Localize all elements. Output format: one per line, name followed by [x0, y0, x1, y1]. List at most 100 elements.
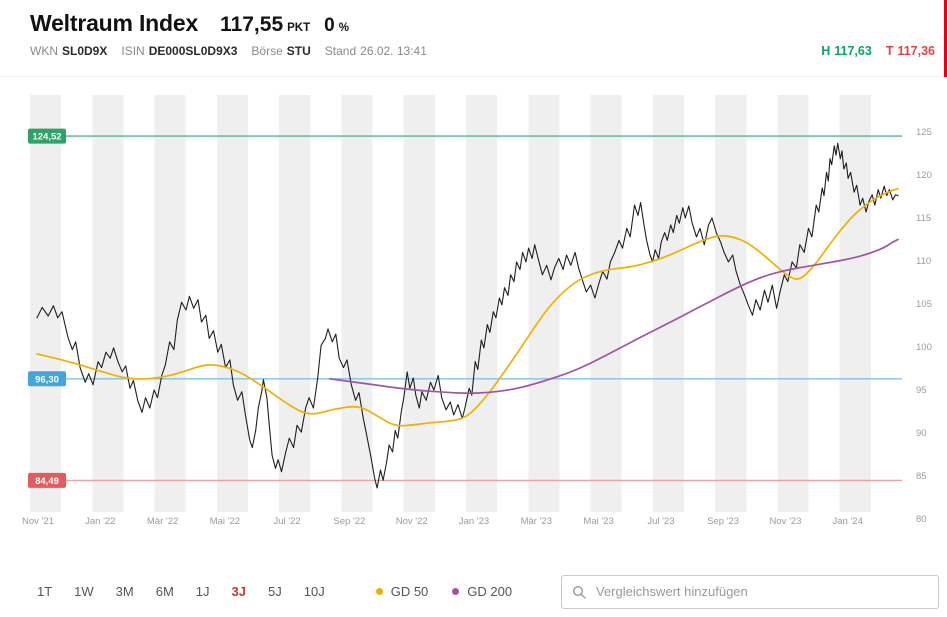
month-stripe	[403, 95, 435, 512]
instrument-meta: WKN SL0D9X ISIN DE000SL0D9X3 Börse STU Stand 26…	[30, 44, 427, 58]
month-stripe	[434, 95, 466, 512]
svg-text:96,30: 96,30	[35, 374, 59, 385]
meta-wkn: WKN SL0D9X	[30, 44, 107, 58]
month-stripe	[684, 95, 716, 512]
day-high-label: H	[821, 44, 831, 58]
meta-label: Börse	[251, 44, 283, 58]
meta-value: 26.02. 13:41	[360, 44, 427, 58]
legend-item-gd-200[interactable]: GD 200	[452, 584, 512, 599]
svg-text:84,49: 84,49	[35, 476, 59, 487]
month-stripe	[621, 95, 653, 512]
header: Weltraum Index 117,55 PKT 0 % WKN SL0D9X I…	[0, 0, 947, 77]
y-axis-label: 120	[916, 170, 932, 181]
meta-row: WKN SL0D9X ISIN DE000SL0D9X3 Börse STU Stand 26…	[30, 44, 935, 58]
y-axis-label: 110	[916, 256, 931, 267]
day-low-value: 117,36	[897, 44, 935, 58]
legend-item-gd-50[interactable]: GD 50	[375, 584, 429, 599]
y-axis-label: 95	[916, 385, 927, 396]
range-button-1w[interactable]: 1W	[63, 576, 105, 607]
reference-badge-84-49: 84,49	[28, 472, 66, 488]
range-buttons: 1T 1W 3M 6M 1J 3J 5J 10J	[26, 576, 336, 607]
x-axis-label: Mär '23	[521, 516, 552, 527]
range-button-10j[interactable]: 10J	[293, 576, 336, 607]
reference-badge-96-30: 96,30	[28, 371, 66, 387]
x-axis-label: Nov '23	[769, 516, 801, 527]
x-axis-label: Jul '22	[274, 516, 301, 527]
day-high-low: H 117,63 T 117,36	[821, 44, 935, 58]
month-stripe	[715, 95, 747, 512]
accent-bar	[944, 0, 947, 77]
range-button-1t[interactable]: 1T	[26, 576, 63, 607]
month-stripe	[777, 95, 809, 512]
range-button-3m[interactable]: 3M	[105, 576, 145, 607]
month-stripe	[61, 95, 93, 512]
y-axis-label: 90	[916, 428, 927, 439]
range-button-6m[interactable]: 6M	[145, 576, 185, 607]
month-stripe	[590, 95, 622, 512]
meta-label: ISIN	[121, 44, 145, 58]
range-button-5j[interactable]: 5J	[257, 576, 293, 607]
x-axis-label: Nov '21	[22, 516, 54, 527]
month-stripe	[310, 95, 342, 512]
month-stripe	[372, 95, 404, 512]
month-stripe	[528, 95, 560, 512]
month-stripe	[466, 95, 498, 512]
month-stripe	[279, 95, 311, 512]
page-title: Weltraum Index	[30, 10, 199, 36]
change-value: 0	[324, 15, 335, 36]
x-axis-label: Jan '24	[833, 516, 863, 527]
y-axis-label: 100	[916, 342, 932, 353]
series-gd50	[36, 187, 899, 427]
price-value: 117,55	[220, 13, 284, 36]
day-high-value: 117,63	[834, 44, 872, 58]
chart-svg[interactable]: 124,52 96,30 84,49 125 120 115 110 105 100 95 90 85…	[0, 77, 947, 547]
day-low-label: T	[885, 44, 894, 58]
series-price	[36, 142, 899, 489]
month-stripe	[248, 95, 280, 512]
meta-value: SL0D9X	[62, 44, 108, 58]
month-stripe	[92, 95, 124, 512]
legend-dot-icon	[375, 588, 383, 595]
quote: 117,55 PKT 0 %	[220, 13, 349, 37]
y-axis-label: 80	[916, 514, 927, 525]
range-button-3j[interactable]: 3J	[221, 576, 257, 607]
compare-search[interactable]	[561, 574, 939, 609]
legend-label: GD 200	[467, 584, 513, 599]
meta-isin: ISIN DE000SL0D9X3	[121, 44, 237, 58]
x-axis-label: Mär '22	[147, 516, 178, 527]
series-gd200	[328, 238, 899, 395]
month-stripe	[652, 95, 684, 512]
month-stripe	[870, 95, 902, 512]
range-button-1j[interactable]: 1J	[185, 576, 221, 607]
meta-stand: Stand 26.02. 13:41	[325, 44, 427, 58]
month-stripe	[154, 95, 186, 512]
month-stripe	[341, 95, 373, 512]
month-stripe	[185, 95, 217, 512]
x-axis-label: Mai '22	[210, 516, 240, 527]
x-axis-label: Mai '23	[583, 516, 613, 527]
month-stripe	[30, 95, 62, 512]
meta-label: Stand	[324, 44, 357, 58]
meta-value: STU	[286, 44, 311, 58]
price-unit: PKT	[287, 22, 311, 34]
legend-label: GD 50	[390, 584, 429, 599]
month-stripe	[216, 95, 248, 512]
day-low: T 117,36	[886, 44, 935, 58]
search-input[interactable]	[594, 583, 928, 600]
meta-value: DE000SL0D9X3	[148, 44, 238, 58]
x-axis-label: Jan '23	[459, 516, 489, 527]
price-chart[interactable]: 124,52 96,30 84,49 125 120 115 110 105 100 95 90 85…	[0, 77, 947, 547]
chart-legend: GD 50 GD 200	[375, 584, 512, 599]
y-axis-label: 115	[916, 213, 931, 224]
change-unit: %	[338, 22, 349, 34]
month-stripe	[123, 95, 155, 512]
meta-label: WKN	[30, 44, 58, 58]
y-axis-label: 125	[916, 127, 932, 138]
x-axis-label: Sep '22	[333, 516, 365, 527]
x-axis-label: Nov '22	[396, 516, 428, 527]
month-stripe	[839, 95, 871, 512]
meta-brse: Börse STU	[251, 44, 310, 58]
month-stripe	[808, 95, 840, 512]
search-icon	[572, 585, 586, 599]
month-stripe	[559, 95, 591, 512]
